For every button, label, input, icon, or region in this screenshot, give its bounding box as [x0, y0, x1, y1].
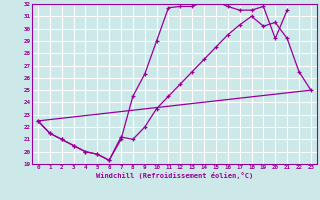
X-axis label: Windchill (Refroidissement éolien,°C): Windchill (Refroidissement éolien,°C) — [96, 172, 253, 179]
